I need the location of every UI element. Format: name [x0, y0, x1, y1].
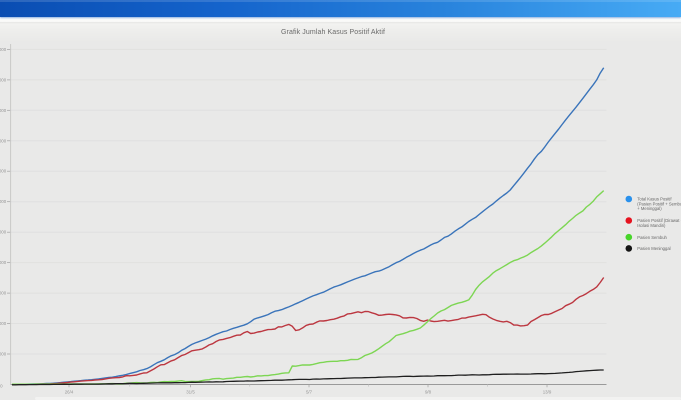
svg-text:0: 0: [0, 383, 3, 388]
svg-text:Total Kasus Positif: Total Kasus Positif: [637, 197, 672, 202]
svg-text:33.000: 33.000: [0, 47, 7, 52]
svg-text:3.000: 3.000: [0, 352, 7, 357]
svg-text:13/9: 13/9: [543, 390, 552, 395]
svg-text:9.000: 9.000: [0, 291, 7, 296]
svg-text:15.000: 15.000: [0, 230, 7, 235]
svg-text:24.000: 24.000: [0, 138, 7, 143]
svg-text:+ Meninggal): + Meninggal): [637, 206, 662, 211]
svg-text:Pasien Positif (Dirawat +: Pasien Positif (Dirawat +: [637, 218, 681, 223]
svg-text:26/4: 26/4: [65, 390, 74, 395]
svg-text:30.000: 30.000: [0, 77, 7, 82]
svg-text:6.000: 6.000: [0, 321, 7, 326]
svg-text:Pasien Meninggal: Pasien Meninggal: [637, 246, 670, 251]
svg-text:Pasien Sembuh: Pasien Sembuh: [637, 235, 667, 240]
svg-text:(Pasien Positif + Sembuh: (Pasien Positif + Sembuh: [637, 201, 681, 206]
svg-text:27.000: 27.000: [0, 108, 7, 113]
svg-text:18.000: 18.000: [0, 199, 7, 204]
svg-text:12.000: 12.000: [0, 260, 7, 265]
svg-text:9/8: 9/8: [425, 390, 432, 395]
svg-text:5/7: 5/7: [306, 390, 313, 395]
svg-text:31/5: 31/5: [186, 390, 195, 395]
svg-text:Isolasi Mandiri): Isolasi Mandiri): [637, 223, 666, 228]
svg-text:21.000: 21.000: [0, 169, 7, 174]
